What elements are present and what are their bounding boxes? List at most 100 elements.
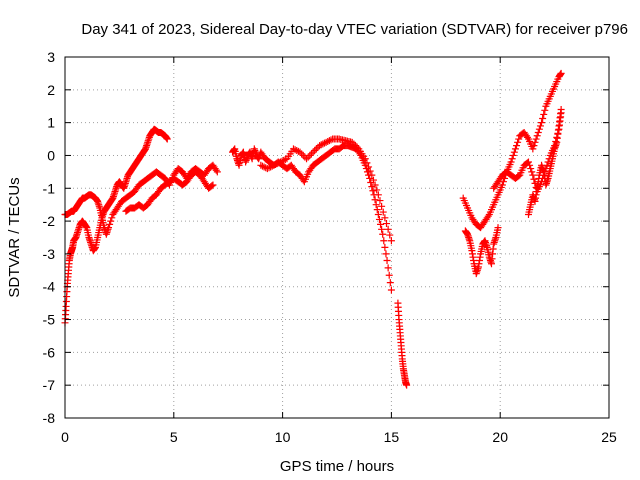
data-point [258, 162, 266, 170]
data-point [379, 230, 387, 238]
data-point [212, 166, 220, 174]
data-point [322, 138, 330, 146]
x-tick-label: 20 [492, 429, 508, 445]
data-point [523, 133, 531, 141]
data-point [379, 208, 387, 216]
data-point [529, 171, 537, 179]
data-point [384, 225, 392, 233]
y-tick-label: -2 [43, 213, 56, 229]
data-point [270, 161, 278, 169]
data-point [544, 158, 552, 166]
data-point [263, 165, 271, 173]
data-point [312, 145, 320, 153]
data-point [108, 214, 116, 222]
data-point [557, 69, 565, 77]
data-point [377, 220, 385, 228]
y-tick-label: -6 [43, 344, 56, 360]
x-tick-label: 15 [384, 429, 400, 445]
data-point [513, 142, 521, 150]
data-point [163, 135, 171, 143]
data-point [378, 225, 386, 233]
axis-ticks: 0 5 10 15 20 25 -8 -7 -6 -5 -4 -3 -2 -1 0 1 2 3 [43, 49, 617, 445]
data-point [306, 151, 314, 159]
data-point [281, 156, 289, 164]
data-point [351, 142, 359, 150]
data-point [317, 141, 325, 149]
data-point [382, 250, 390, 258]
data-point [531, 138, 539, 146]
data-point [260, 163, 268, 171]
data-point [381, 243, 389, 251]
data-point [371, 196, 379, 204]
y-tick-label: -5 [43, 312, 56, 328]
data-point [557, 106, 565, 114]
data-point [507, 158, 515, 166]
chart-title: Day 341 of 2023, Sidereal Day-to-day VTE… [81, 21, 628, 38]
data-point [529, 145, 537, 153]
data-point [307, 150, 315, 158]
y-tick-label: 2 [47, 82, 55, 98]
data-point [268, 162, 276, 170]
data-point [535, 125, 543, 133]
data-point [515, 135, 523, 143]
data-point [498, 181, 506, 189]
data-point [278, 157, 286, 165]
y-axis-label: SDTVAR / TECUs [6, 177, 23, 297]
data-point [511, 145, 519, 153]
data-point [213, 168, 221, 176]
data-point [257, 161, 265, 169]
y-tick-label: -1 [43, 180, 56, 196]
data-point [348, 138, 356, 146]
data-point [386, 231, 394, 239]
data-point [363, 159, 371, 167]
data-point [309, 148, 317, 156]
data-point [374, 211, 382, 219]
data-point [387, 237, 395, 245]
data-point [265, 164, 273, 172]
data-point [303, 155, 311, 163]
data-point [375, 215, 383, 223]
data-point [372, 201, 380, 209]
data-point [366, 167, 374, 175]
data-point [299, 151, 307, 159]
y-tick-label: -4 [43, 279, 56, 295]
data-point [316, 142, 324, 150]
data-point [484, 212, 492, 220]
data-point [320, 139, 328, 147]
data-point [105, 224, 113, 232]
data-point [376, 197, 384, 205]
y-tick-label: 3 [47, 49, 55, 65]
data-point [296, 148, 304, 156]
data-point [533, 132, 541, 140]
data-point [384, 264, 392, 272]
data-point [532, 135, 540, 143]
y-tick-label: -3 [43, 246, 56, 262]
data-point [530, 175, 538, 183]
y-tick-label: 0 [47, 147, 55, 163]
data-point [304, 153, 312, 161]
x-tick-label: 0 [61, 429, 69, 445]
data-point [540, 110, 548, 118]
data-point [381, 214, 389, 222]
data-point [267, 163, 275, 171]
data-point [530, 142, 538, 150]
data-point [534, 128, 542, 136]
data-point [365, 163, 373, 171]
data-point [383, 220, 391, 228]
data-point [528, 168, 536, 176]
data-point [209, 181, 217, 189]
data-point [508, 155, 516, 163]
data-point [371, 181, 379, 189]
plot-frame [64, 56, 610, 419]
data-point [324, 138, 332, 146]
data-point [541, 106, 549, 114]
series-points [61, 69, 565, 389]
data-point [373, 206, 381, 214]
data-point [510, 148, 518, 156]
data-point [107, 217, 115, 225]
data-point [524, 158, 532, 166]
y-tick-label: -8 [43, 410, 56, 426]
y-tick-label: 1 [47, 115, 55, 131]
data-point [319, 140, 327, 148]
